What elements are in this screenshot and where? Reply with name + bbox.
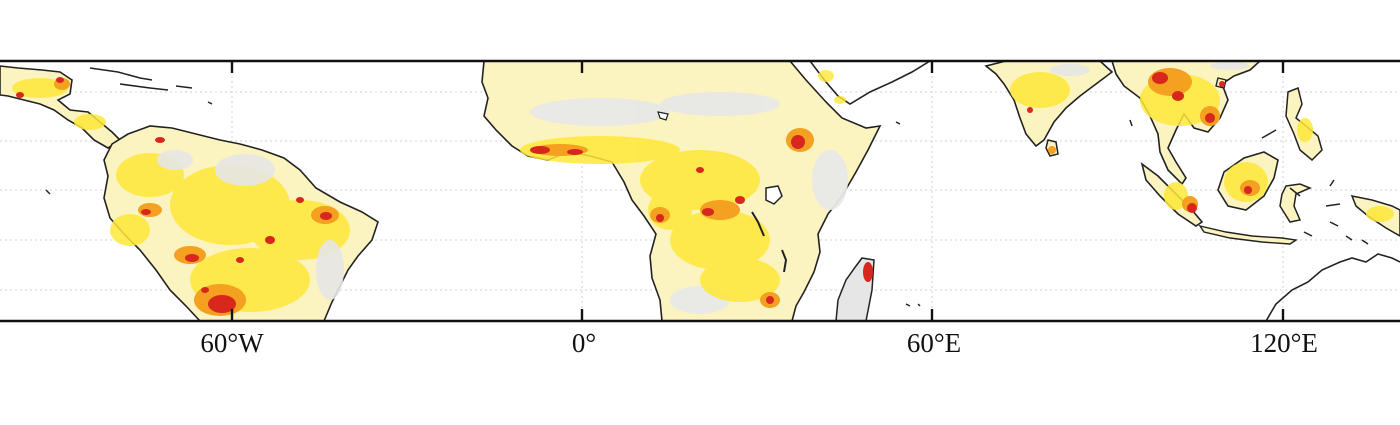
lon-label-60w: 60°W [200, 328, 264, 358]
philippines [1285, 86, 1323, 162]
arabian-coast [809, 61, 931, 105]
asia-land [984, 61, 1400, 321]
java [1198, 224, 1298, 245]
map-frame [0, 59, 1400, 323]
sulawesi [1279, 183, 1312, 223]
lon-ticks [230, 61, 1285, 321]
africa-land [481, 61, 931, 321]
australia-coast [1265, 253, 1400, 321]
lon-label-60e: 60°E [907, 328, 961, 358]
americas-land [0, 65, 379, 321]
lake-malawi [781, 249, 788, 273]
map-content [0, 61, 1400, 321]
lake-tanganyika [751, 211, 765, 237]
lake-victoria [765, 185, 783, 205]
lake-volta [657, 111, 669, 121]
lon-label-0: 0° [572, 328, 596, 358]
lon-label-120e: 120°E [1250, 328, 1318, 358]
